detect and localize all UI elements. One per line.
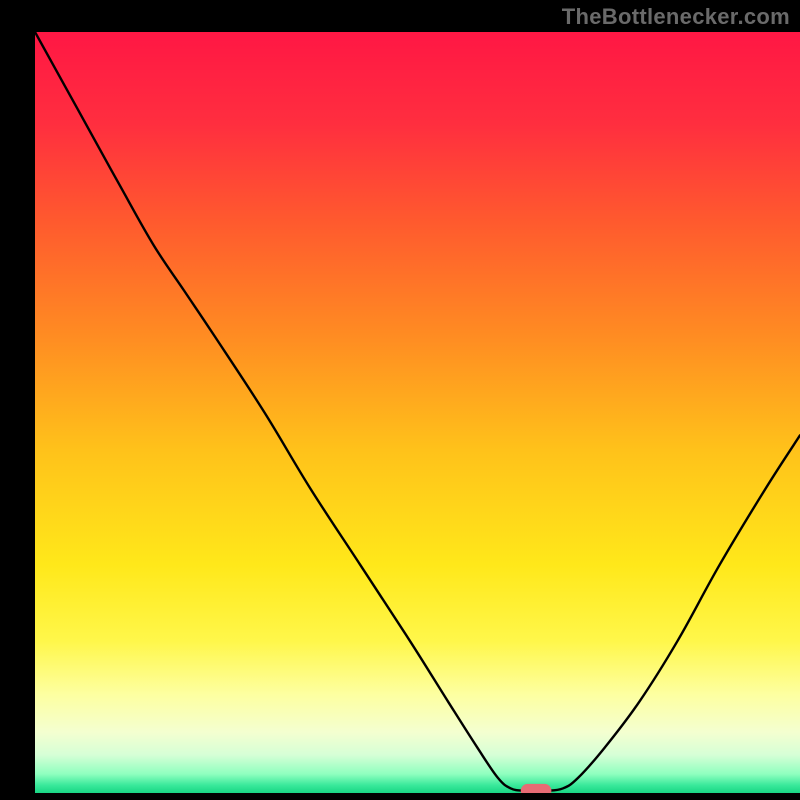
- chart-container: TheBottlenecker.com: [0, 0, 800, 800]
- plot-area: [35, 32, 800, 793]
- watermark-text: TheBottlenecker.com: [562, 4, 790, 30]
- chart-svg: [35, 32, 800, 793]
- optimal-point-marker: [521, 784, 552, 793]
- gradient-background: [35, 32, 800, 793]
